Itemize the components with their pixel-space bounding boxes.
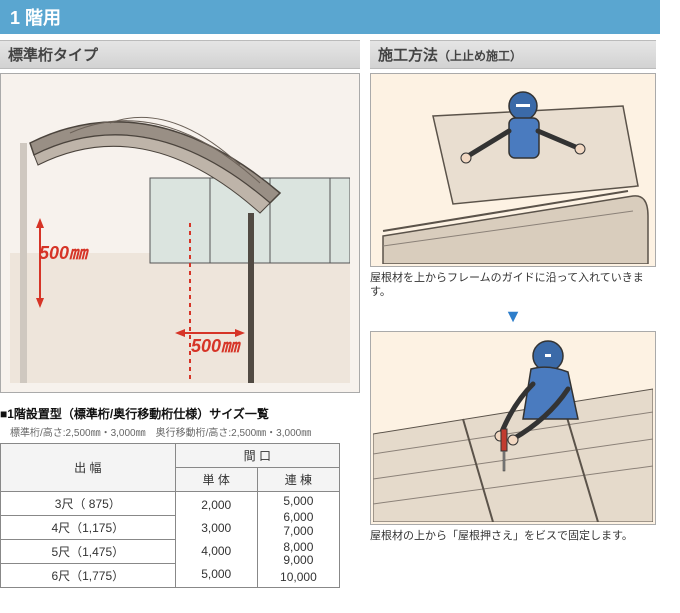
down-arrow-icon: ▼ [370, 306, 656, 327]
th-depth: 出 幅 [1, 444, 176, 492]
th-single: 単 体 [175, 468, 257, 492]
left-section-title: 標準桁タイプ [0, 40, 360, 69]
install-step2-illustration [370, 331, 656, 525]
install-step1-illustration [370, 73, 656, 267]
th-multi: 連 棟 [257, 468, 339, 492]
table-row: 3尺（ 875） 2,000 3,000 4,000 5,000 5,000 6… [1, 492, 340, 516]
dim-label-bottom: 500㎜ [191, 332, 239, 358]
right-section-title: 施工方法（上止め施工） [370, 40, 656, 69]
th-span: 間 口 [175, 444, 339, 468]
size-table: 出 幅 間 口 単 体 連 棟 3尺（ 875） 2,000 3,000 4,0… [0, 443, 340, 588]
size-table-title: ■1階設置型（標準桁/奥行移動桁仕様）サイズ一覧 [0, 405, 360, 422]
page-header: 1 階用 [0, 0, 660, 34]
dim-label-top: 500㎜ [39, 239, 87, 265]
carport-illustration: 500㎜ 500㎜ [0, 73, 360, 393]
step2-caption: 屋根材の上から「屋根押さえ」をビスで固定します。 [370, 529, 656, 543]
step1-caption: 屋根材を上からフレームのガイドに沿って入れていきます。 [370, 271, 656, 300]
size-table-sub: 標準桁/高さ:2,500㎜・3,000㎜ 奥行移動桁/高さ:2,500㎜・3,0… [10, 424, 360, 439]
